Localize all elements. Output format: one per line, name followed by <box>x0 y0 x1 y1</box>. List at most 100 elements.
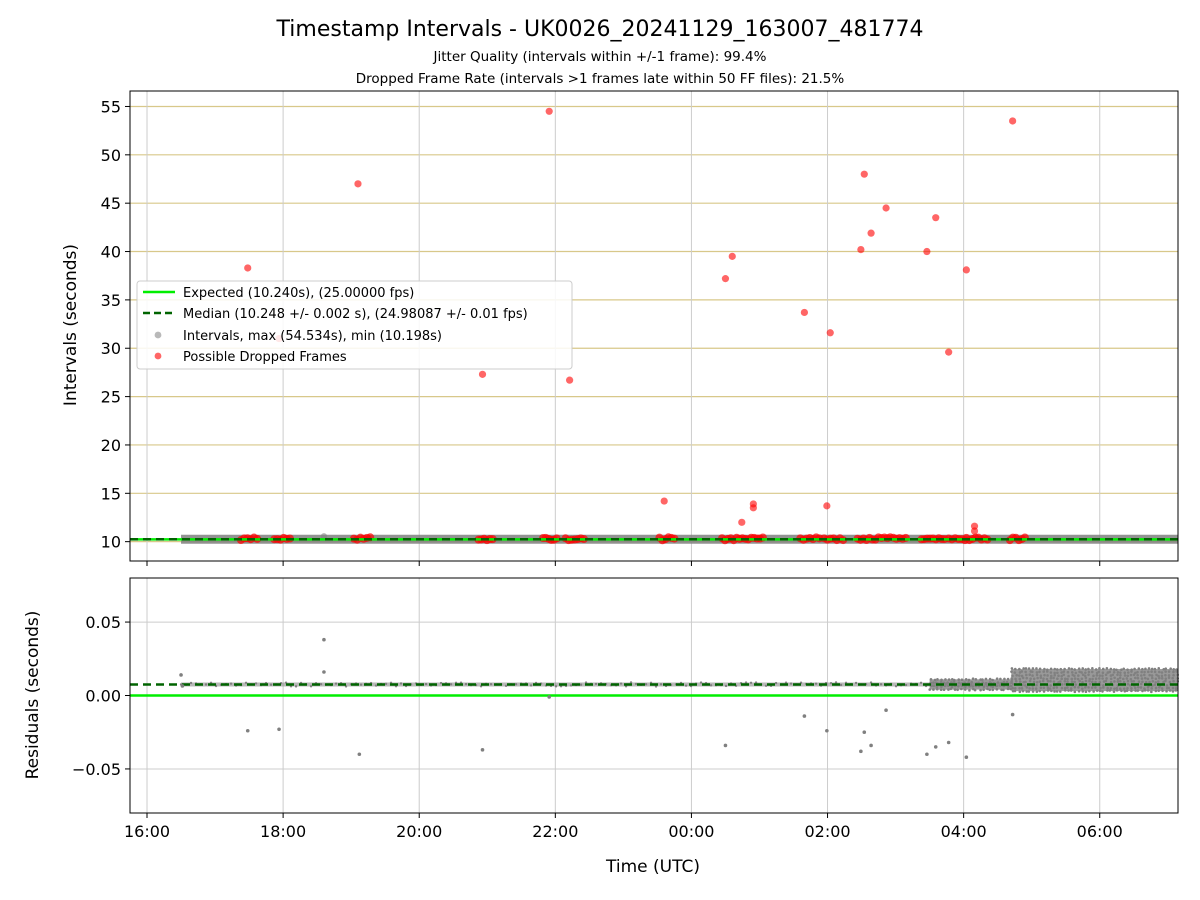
residual-point <box>1020 670 1024 673</box>
residual-point <box>1167 676 1171 680</box>
top-y-tick-label: 35 <box>101 291 121 310</box>
residual-point <box>1162 667 1166 671</box>
residual-point <box>1063 686 1067 690</box>
residual-point <box>971 685 974 688</box>
residual-point <box>1009 687 1012 691</box>
residual-point <box>1109 677 1113 681</box>
residual-point <box>1088 682 1092 686</box>
residual-point <box>1087 667 1090 671</box>
residual-point <box>1069 687 1073 690</box>
residual-point <box>1097 677 1101 680</box>
residual-point <box>1087 673 1090 677</box>
residual-point <box>1080 677 1084 681</box>
residual-point <box>1157 674 1160 678</box>
residual-point <box>1164 670 1167 673</box>
residual-point <box>1122 677 1125 681</box>
residual-point <box>1136 686 1140 689</box>
residual-point <box>1126 686 1129 690</box>
dropped-frame-point <box>478 370 487 378</box>
residual-point <box>940 678 943 682</box>
residual-point <box>1084 690 1088 694</box>
residual-point <box>1115 689 1119 692</box>
dropped-frame-point <box>728 252 736 260</box>
residual-point <box>1081 680 1084 684</box>
residual-point <box>1015 673 1018 677</box>
residual-point <box>1080 671 1083 674</box>
residual-point <box>982 685 986 688</box>
residual-point <box>1091 677 1094 681</box>
residual-point <box>995 684 999 688</box>
residual-point <box>1123 674 1127 677</box>
top-y-tick-label: 15 <box>101 484 121 503</box>
residual-point <box>554 685 558 688</box>
residual-point <box>1101 667 1105 671</box>
residual-point <box>269 683 273 686</box>
residual-point <box>964 685 967 688</box>
residual-point <box>1010 712 1015 717</box>
residual-point <box>1126 671 1130 674</box>
residual-point <box>944 678 947 681</box>
residual-point <box>1108 670 1111 674</box>
residual-point <box>1002 680 1006 684</box>
bottom-plot-frame <box>129 577 1179 814</box>
top-y-tick-label: 30 <box>101 339 121 358</box>
residual-point <box>1153 670 1157 674</box>
residual-point <box>1010 680 1013 683</box>
dropped-frame-point <box>244 264 252 272</box>
residual-point <box>1056 677 1059 681</box>
dropped-frame-point <box>721 275 730 283</box>
residual-point <box>1172 673 1175 677</box>
residual-point <box>1077 686 1080 689</box>
residual-point <box>789 682 793 685</box>
residual-point <box>1118 676 1122 680</box>
dropped-frame-point <box>882 204 890 212</box>
dropped-frame-point <box>800 308 808 317</box>
residual-point <box>1052 686 1056 690</box>
residual-point <box>1130 668 1133 671</box>
residual-point <box>1172 670 1175 674</box>
residual-point <box>634 682 638 686</box>
residual-point <box>277 727 281 732</box>
residual-point <box>1017 674 1021 677</box>
residual-point <box>1146 686 1150 689</box>
residual-point <box>1151 679 1155 683</box>
residual-point <box>1013 687 1017 690</box>
residual-point <box>1172 679 1175 683</box>
bottom-x-tick-label: 18:00 <box>260 822 306 841</box>
bottom-y-tick-label: 0.05 <box>85 613 121 632</box>
residual-point <box>1038 680 1042 683</box>
residual-point <box>1116 673 1119 677</box>
residual-point <box>529 684 533 687</box>
residual-point <box>1091 667 1094 670</box>
residual-point <box>996 681 1000 684</box>
residual-point <box>1042 686 1046 690</box>
residual-point <box>1147 667 1151 670</box>
residual-point <box>1158 686 1161 689</box>
residual-point <box>1025 673 1028 677</box>
residual-point <box>1155 673 1158 677</box>
residual-point <box>814 682 818 685</box>
residual-point <box>925 752 929 757</box>
residual-point <box>929 677 933 681</box>
residual-point <box>946 681 949 684</box>
residual-point <box>1129 677 1133 681</box>
residual-point <box>1139 682 1143 686</box>
residual-point <box>952 680 956 684</box>
residual-point <box>1101 671 1105 675</box>
residual-point <box>1018 667 1021 671</box>
residual-point <box>947 678 951 681</box>
residual-point <box>1106 689 1109 692</box>
residual-point <box>1116 671 1120 674</box>
chart-title: Timestamp Intervals - UK0026_20241129_16… <box>276 17 924 42</box>
residual-point <box>1123 671 1127 675</box>
bottom-x-tick-label: 00:00 <box>668 822 714 841</box>
residual-point <box>919 681 923 684</box>
residual-point <box>1003 677 1006 681</box>
residual-point <box>946 684 950 687</box>
residual-point <box>1046 679 1050 683</box>
residual-point <box>189 681 193 685</box>
residual-point <box>1154 689 1158 693</box>
residual-point <box>1046 674 1049 677</box>
residual-point <box>579 683 583 686</box>
residual-point <box>374 684 378 687</box>
